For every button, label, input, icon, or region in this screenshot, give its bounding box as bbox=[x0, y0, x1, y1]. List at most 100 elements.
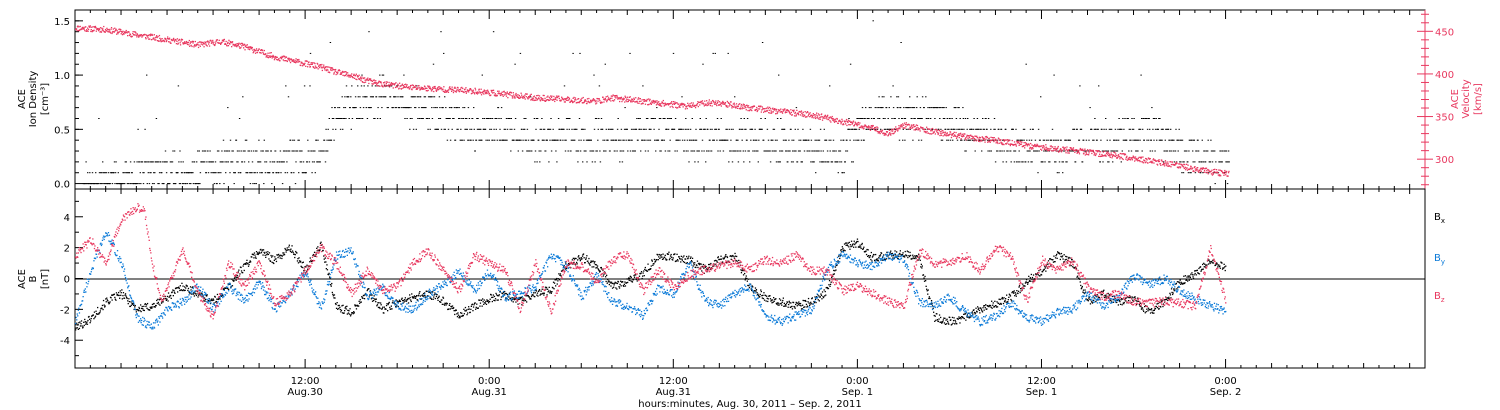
velocity-point bbox=[322, 67, 324, 69]
velocity-point bbox=[524, 98, 526, 100]
density-point bbox=[901, 118, 903, 119]
density-point bbox=[769, 150, 771, 152]
velocity-point bbox=[854, 123, 856, 126]
velocity-point bbox=[81, 27, 83, 29]
density-point bbox=[773, 128, 776, 130]
density-point bbox=[225, 172, 227, 174]
bx-point bbox=[83, 324, 85, 327]
velocity-point bbox=[137, 35, 139, 37]
bx-point bbox=[155, 305, 157, 307]
density-point bbox=[1043, 139, 1046, 141]
velocity-point bbox=[219, 42, 221, 44]
velocity-point bbox=[1086, 153, 1088, 156]
density-point bbox=[146, 183, 148, 185]
velocity-point bbox=[464, 88, 466, 90]
velocity-point bbox=[236, 44, 238, 47]
density-point bbox=[667, 128, 670, 130]
velocity-point bbox=[850, 121, 853, 123]
velocity-point bbox=[390, 84, 392, 86]
velocity-point bbox=[1074, 151, 1076, 153]
density-point bbox=[1127, 118, 1129, 119]
velocity-point bbox=[641, 103, 643, 105]
velocity-point bbox=[596, 98, 599, 100]
density-point bbox=[943, 107, 945, 109]
velocity-point bbox=[620, 98, 622, 100]
density-point bbox=[1139, 128, 1142, 130]
bx-point bbox=[90, 317, 92, 320]
velocity-point bbox=[352, 77, 354, 79]
velocity-point bbox=[110, 28, 112, 30]
density-point bbox=[204, 150, 206, 152]
velocity-point bbox=[1161, 159, 1163, 161]
velocity-point bbox=[549, 99, 551, 101]
velocity-point bbox=[1210, 170, 1212, 173]
velocity-point bbox=[1081, 149, 1083, 151]
velocity-point bbox=[608, 99, 611, 101]
velocity-point bbox=[1026, 145, 1029, 147]
velocity-point bbox=[390, 82, 392, 84]
density-point bbox=[616, 150, 618, 152]
velocity-point bbox=[1102, 151, 1104, 153]
density-point bbox=[549, 139, 551, 141]
velocity-point bbox=[592, 98, 595, 100]
velocity-point bbox=[884, 134, 886, 136]
velocity-point bbox=[929, 133, 931, 135]
density-point bbox=[535, 128, 537, 130]
velocity-point bbox=[280, 56, 282, 58]
velocity-point bbox=[823, 116, 825, 118]
velocity-point bbox=[1169, 165, 1171, 167]
velocity-point bbox=[975, 135, 977, 137]
density-point bbox=[1181, 172, 1183, 174]
velocity-point bbox=[868, 128, 871, 130]
density-point bbox=[568, 118, 570, 119]
density-point bbox=[510, 150, 512, 152]
velocity-point bbox=[536, 99, 538, 101]
velocity-point bbox=[283, 55, 285, 57]
velocity-point bbox=[989, 141, 991, 143]
density-point bbox=[1097, 128, 1099, 130]
density-point bbox=[1213, 172, 1215, 174]
density-point bbox=[433, 96, 436, 98]
velocity-point bbox=[458, 89, 460, 91]
velocity-point bbox=[172, 39, 174, 41]
velocity-point bbox=[235, 45, 237, 47]
bx-point bbox=[197, 296, 199, 298]
velocity-point bbox=[1176, 162, 1178, 165]
density-point bbox=[231, 161, 234, 163]
velocity-point bbox=[945, 135, 948, 137]
velocity-point bbox=[628, 96, 630, 98]
density-point bbox=[788, 139, 790, 141]
velocity-point bbox=[179, 39, 181, 41]
density-point bbox=[334, 107, 336, 109]
velocity-point bbox=[1225, 174, 1227, 176]
velocity-point bbox=[744, 105, 746, 107]
velocity-point bbox=[949, 131, 952, 133]
density-point bbox=[1197, 150, 1200, 152]
velocity-point bbox=[1212, 172, 1214, 174]
velocity-point bbox=[765, 107, 768, 109]
density-point bbox=[564, 150, 567, 152]
density-point bbox=[870, 107, 872, 109]
velocity-point bbox=[1158, 160, 1161, 163]
velocity-point bbox=[400, 88, 403, 90]
density-point bbox=[1113, 139, 1115, 141]
velocity-point bbox=[736, 107, 739, 109]
density-point bbox=[669, 139, 671, 141]
density-point bbox=[819, 128, 822, 130]
density-point bbox=[397, 96, 399, 98]
velocity-point bbox=[291, 59, 294, 61]
velocity-point bbox=[75, 28, 78, 30]
velocity-point bbox=[554, 100, 556, 103]
density-point bbox=[1149, 150, 1151, 152]
bx-point bbox=[102, 299, 105, 302]
density-point bbox=[216, 183, 218, 185]
density-point bbox=[1005, 128, 1007, 130]
density-point bbox=[401, 107, 403, 109]
velocity-point bbox=[213, 44, 215, 46]
density-point bbox=[754, 139, 757, 141]
density-point bbox=[856, 118, 858, 119]
velocity-point bbox=[151, 34, 154, 36]
velocity-point bbox=[376, 82, 379, 84]
density-point bbox=[302, 161, 305, 163]
density-point bbox=[262, 150, 264, 152]
